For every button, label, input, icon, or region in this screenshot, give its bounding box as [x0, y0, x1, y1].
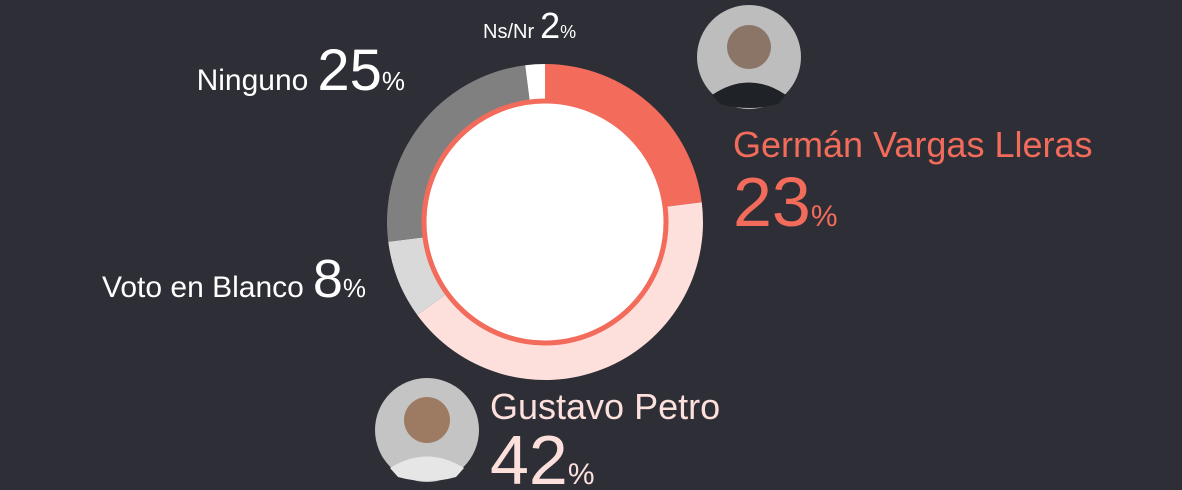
- value-number: 23: [733, 163, 811, 241]
- value-label: 23%: [733, 163, 838, 241]
- slice-label: Ns/Nr 2%: [483, 5, 576, 46]
- donut: [387, 64, 703, 381]
- label-line: Voto en Blanco 8%: [102, 249, 366, 309]
- category-label: Ninguno: [197, 64, 309, 97]
- value-number: 42: [490, 421, 568, 490]
- value-label: 25%: [317, 38, 405, 103]
- category-label: Germán Vargas Lleras: [733, 124, 1093, 165]
- donut-center: [421, 98, 669, 346]
- category-label: Ns/Nr: [483, 21, 534, 43]
- photo-suit: [712, 82, 786, 108]
- value-number: 2: [540, 5, 560, 46]
- photo-face: [727, 25, 771, 69]
- value-number: 8: [313, 249, 343, 309]
- slice: [525, 64, 545, 101]
- photo-face: [404, 397, 450, 443]
- value-unit: %: [568, 458, 595, 490]
- slice: [388, 237, 447, 315]
- slice: [387, 65, 530, 242]
- slice-label: Ninguno 25%: [197, 38, 405, 103]
- category-label: Voto en Blanco: [102, 271, 304, 304]
- value-unit: %: [382, 66, 405, 96]
- value-unit: %: [343, 273, 366, 303]
- slice: [545, 64, 702, 207]
- value-unit: %: [811, 200, 838, 233]
- value-label: 8%: [313, 249, 366, 309]
- slice-label: Voto en Blanco 8%: [102, 249, 366, 309]
- category-label: Gustavo Petro: [490, 386, 720, 427]
- value-label: 42%: [490, 421, 595, 490]
- label-line: Ninguno 25%: [197, 38, 405, 103]
- value-label: 2%: [540, 5, 576, 46]
- photo-petro: [375, 378, 479, 482]
- value-number: 25: [317, 38, 382, 103]
- slice: [417, 202, 703, 381]
- value-unit: %: [560, 22, 576, 42]
- label-line: Ns/Nr 2%: [483, 5, 576, 46]
- photo-vargas: [697, 5, 801, 109]
- photo-shirt: [390, 456, 464, 481]
